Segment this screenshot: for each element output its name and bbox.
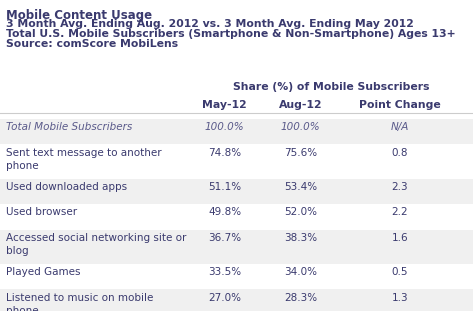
Text: Listened to music on mobile
phone: Listened to music on mobile phone xyxy=(6,293,153,311)
Text: 2.2: 2.2 xyxy=(391,207,408,217)
Text: 1.6: 1.6 xyxy=(391,233,408,243)
Text: Point Change: Point Change xyxy=(359,100,440,109)
Text: Aug-12: Aug-12 xyxy=(279,100,322,109)
Text: 49.8%: 49.8% xyxy=(208,207,241,217)
Text: 75.6%: 75.6% xyxy=(284,148,317,158)
Text: May-12: May-12 xyxy=(202,100,247,109)
Text: 51.1%: 51.1% xyxy=(208,182,241,192)
Text: 100.0%: 100.0% xyxy=(280,122,320,132)
Text: Total Mobile Subscribers: Total Mobile Subscribers xyxy=(6,122,132,132)
Text: 36.7%: 36.7% xyxy=(208,233,241,243)
Bar xyxy=(0,204,473,230)
Text: 27.0%: 27.0% xyxy=(208,293,241,303)
Text: 33.5%: 33.5% xyxy=(208,267,241,277)
Text: 28.3%: 28.3% xyxy=(284,293,317,303)
Text: Used browser: Used browser xyxy=(6,207,77,217)
Text: Share (%) of Mobile Subscribers: Share (%) of Mobile Subscribers xyxy=(233,82,429,92)
Text: Played Games: Played Games xyxy=(6,267,80,277)
Bar xyxy=(0,144,473,179)
Text: Accessed social networking site or
blog: Accessed social networking site or blog xyxy=(6,233,186,256)
Text: Source: comScore MobiLens: Source: comScore MobiLens xyxy=(6,39,178,49)
Text: 1.3: 1.3 xyxy=(391,293,408,303)
Text: Mobile Content Usage: Mobile Content Usage xyxy=(6,9,152,22)
Text: Total U.S. Mobile Subscribers (Smartphone & Non-Smartphone) Ages 13+: Total U.S. Mobile Subscribers (Smartphon… xyxy=(6,29,455,39)
Text: 0.5: 0.5 xyxy=(392,267,408,277)
Text: Used downloaded apps: Used downloaded apps xyxy=(6,182,127,192)
Text: Sent text message to another
phone: Sent text message to another phone xyxy=(6,148,161,171)
Text: 3 Month Avg. Ending Aug. 2012 vs. 3 Month Avg. Ending May 2012: 3 Month Avg. Ending Aug. 2012 vs. 3 Mont… xyxy=(6,19,413,29)
Bar xyxy=(0,119,473,144)
Text: 52.0%: 52.0% xyxy=(284,207,317,217)
Text: N/A: N/A xyxy=(391,122,409,132)
Text: 100.0%: 100.0% xyxy=(205,122,245,132)
Bar xyxy=(0,264,473,289)
Text: 38.3%: 38.3% xyxy=(284,233,317,243)
Text: 74.8%: 74.8% xyxy=(208,148,241,158)
Text: 0.8: 0.8 xyxy=(392,148,408,158)
Text: 34.0%: 34.0% xyxy=(284,267,317,277)
Text: 2.3: 2.3 xyxy=(391,182,408,192)
Bar xyxy=(0,230,473,264)
Bar xyxy=(0,289,473,311)
Text: 53.4%: 53.4% xyxy=(284,182,317,192)
Bar xyxy=(0,179,473,204)
